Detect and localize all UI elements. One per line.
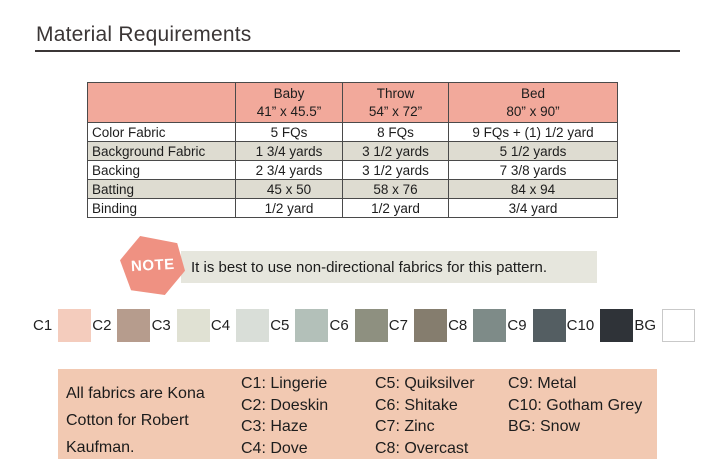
- table-row: Batting 45 x 50 58 x 76 84 x 94: [87, 179, 618, 199]
- fabric-name: C5: Quiksilver: [375, 375, 475, 392]
- swatch-pair: C9: [507, 308, 566, 342]
- fabric-names-column-3: C9: Metal C10: Gotham Grey BG: Snow: [508, 373, 642, 438]
- swatch-color: [295, 308, 329, 342]
- swatch-label: C8: [448, 316, 468, 334]
- cell-throw: 58 x 76: [342, 179, 449, 199]
- header-bed: Bed 80” x 90”: [448, 82, 618, 123]
- swatch-color: [354, 308, 388, 342]
- requirements-table: Baby 41” x 45.5” Throw 54” x 72” Bed 80”…: [87, 82, 618, 218]
- cell-baby: 1/2 yard: [235, 198, 343, 218]
- fabric-name: C10: Gotham Grey: [508, 396, 643, 414]
- cell-bed: 5 1/2 yards: [448, 141, 618, 161]
- table-row: Binding 1/2 yard 1/2 yard 3/4 yard: [87, 198, 618, 218]
- note-text-bar: It is best to use non-directional fabric…: [181, 251, 597, 283]
- fabric-name: C1: Lingerie: [241, 375, 328, 392]
- header-baby: Baby 41” x 45.5”: [235, 82, 343, 123]
- swatch-label: C6: [329, 316, 349, 334]
- swatch-pair: C6: [329, 308, 388, 342]
- header-baby-size: 41” x 45.5”: [256, 103, 322, 119]
- swatch-label: C3: [151, 316, 171, 334]
- swatch-color: [473, 308, 507, 342]
- swatch-label: C1: [33, 316, 53, 334]
- swatch-label: C4: [210, 316, 231, 334]
- color-legend: C1 C2 C3 C4 C5 C6 C7 C8: [33, 308, 695, 342]
- swatch-pair: C1: [33, 308, 92, 342]
- cell-throw: 3 1/2 yards: [342, 160, 449, 180]
- fabric-name: C2: Doeskin: [241, 396, 329, 414]
- swatch-pair: C8: [448, 308, 507, 342]
- row-label: Background Fabric: [87, 141, 236, 161]
- swatch-pair: C7: [388, 308, 447, 342]
- swatch-pair: C4: [210, 308, 270, 342]
- fabric-name: C6: Shitake: [375, 396, 458, 414]
- fabric-name: C7: Zinc: [375, 418, 435, 435]
- fabric-name: C4: Dove: [241, 439, 308, 457]
- header-empty-cell: [87, 82, 236, 123]
- header-baby-name: Baby: [273, 85, 305, 101]
- row-label: Batting: [87, 179, 236, 199]
- swatch-label: C10: [566, 316, 595, 334]
- fabric-intro-text: All fabrics are Kona Cotton for Robert K…: [66, 385, 205, 456]
- fabric-name: C3: Haze: [241, 418, 308, 435]
- cell-bed: 3/4 yard: [448, 198, 618, 218]
- swatch-color: [117, 308, 151, 342]
- cell-bed: 9 FQs + (1) 1/2 yard: [448, 122, 618, 142]
- header-throw: Throw 54” x 72”: [342, 82, 449, 123]
- fabric-name: C8: Overcast: [375, 439, 469, 457]
- swatch-label: C9: [507, 316, 527, 334]
- note-badge: NOTE: [120, 236, 185, 295]
- page-title: Material Requirements: [36, 23, 252, 46]
- cell-baby: 5 FQs: [235, 122, 343, 142]
- fabric-name: C9: Metal: [508, 375, 577, 392]
- fabric-name: BG: Snow: [508, 418, 581, 435]
- swatch-color: [662, 308, 695, 342]
- header-bed-name: Bed: [520, 85, 546, 101]
- row-label: Backing: [87, 160, 236, 180]
- swatch-label: C7: [388, 316, 408, 334]
- note-text: It is best to use non-directional fabric…: [191, 258, 548, 276]
- swatch-pair: C2: [92, 308, 151, 342]
- fabric-names-column-2: C5: Quiksilver C6: Shitake C7: Zinc C8: …: [375, 373, 475, 459]
- table-header-row: Baby 41” x 45.5” Throw 54” x 72” Bed 80”…: [87, 82, 618, 123]
- header-throw-size: 54” x 72”: [368, 103, 423, 119]
- title-underline: [35, 50, 680, 52]
- swatch-pair: BG: [634, 308, 695, 342]
- cell-baby: 45 x 50: [235, 179, 343, 199]
- cell-bed: 84 x 94: [448, 179, 618, 199]
- swatch-pair: C5: [270, 308, 329, 342]
- header-bed-size: 80” x 90”: [506, 103, 560, 119]
- note-badge-label: NOTE: [130, 255, 175, 276]
- swatch-pair: C3: [151, 308, 210, 342]
- fabric-info-panel: All fabrics are Kona Cotton for Robert K…: [58, 369, 657, 459]
- cell-throw: 8 FQs: [342, 122, 449, 142]
- cell-baby: 2 3/4 yards: [235, 160, 343, 180]
- swatch-color: [532, 308, 566, 342]
- swatch-color: [600, 308, 634, 342]
- table-row: Backing 2 3/4 yards 3 1/2 yards 7 3/8 ya…: [87, 160, 618, 180]
- swatch-label: C2: [92, 316, 112, 334]
- swatch-label: BG: [634, 316, 656, 334]
- swatch-pair: C10: [566, 308, 634, 342]
- cell-bed: 7 3/8 yards: [448, 160, 618, 180]
- cell-throw: 1/2 yard: [342, 198, 449, 218]
- swatch-color: [413, 308, 447, 342]
- table-row: Color Fabric 5 FQs 8 FQs 9 FQs + (1) 1/2…: [87, 122, 618, 142]
- swatch-color: [58, 308, 92, 342]
- header-throw-name: Throw: [376, 85, 415, 101]
- cell-throw: 3 1/2 yards: [342, 141, 449, 161]
- row-label: Binding: [87, 198, 236, 218]
- cell-baby: 1 3/4 yards: [235, 141, 343, 161]
- swatch-color: [176, 308, 210, 342]
- row-label: Color Fabric: [87, 122, 236, 142]
- swatch-label: C5: [270, 316, 290, 334]
- table-row: Background Fabric 1 3/4 yards 3 1/2 yard…: [87, 141, 618, 161]
- swatch-color: [236, 308, 270, 342]
- fabric-names-column-1: C1: Lingerie C2: Doeskin C3: Haze C4: Do…: [241, 373, 328, 459]
